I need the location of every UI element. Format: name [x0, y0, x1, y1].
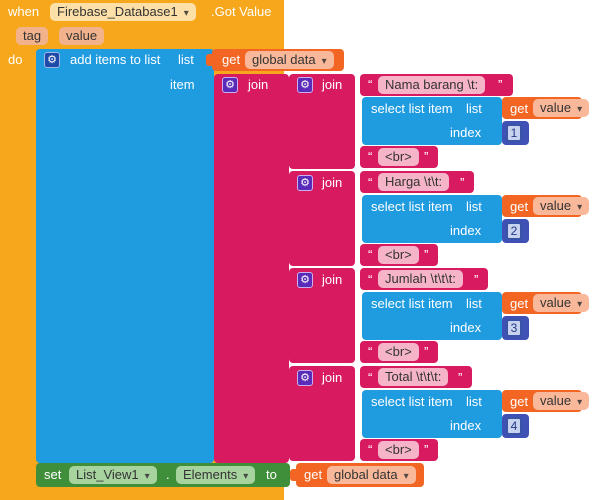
when-label: when: [8, 4, 40, 19]
outer-join-gear-icon[interactable]: ⚙: [222, 77, 238, 93]
select-block-2[interactable]: [362, 195, 502, 243]
select-label-1: select list item: [371, 101, 453, 116]
set-label: set: [44, 467, 62, 482]
br-close-quote-4: ”: [424, 442, 429, 457]
join-gear-icon-2[interactable]: ⚙: [297, 175, 313, 191]
br-open-quote-3: “: [368, 344, 373, 359]
open-quote-1: “: [368, 77, 373, 92]
select-list-label-3: list: [466, 296, 482, 311]
text-field-4[interactable]: Total \t\t\t:: [378, 368, 449, 386]
close-quote-1: ”: [498, 77, 503, 92]
join-gear-icon-4[interactable]: ⚙: [297, 370, 313, 386]
index-value-4[interactable]: 4: [506, 417, 522, 435]
get-label-2: get: [510, 199, 529, 214]
open-quote-2: “: [368, 175, 373, 190]
br-field-1[interactable]: <br>: [378, 148, 419, 166]
get-global-data-bottom-label: get: [304, 467, 323, 482]
br-open-quote-2: “: [368, 247, 373, 262]
global-data-bottom-dropdown[interactable]: global data: [327, 466, 416, 484]
open-quote-3: “: [368, 272, 373, 287]
value-dropdown-4[interactable]: value: [533, 392, 590, 410]
add-items-block[interactable]: [36, 49, 214, 463]
select-block-4[interactable]: [362, 390, 502, 438]
index-value-1[interactable]: 1: [506, 124, 522, 142]
join-label-2: join: [322, 175, 343, 190]
index-label-4: index: [450, 418, 482, 433]
get-global-data-tab: [206, 54, 213, 66]
property-select[interactable]: Elements: [176, 466, 256, 484]
value-dropdown-1[interactable]: value: [533, 99, 590, 117]
component-select[interactable]: List_View1: [69, 466, 157, 484]
get-label-3: get: [510, 296, 529, 311]
get-label-1: get: [510, 101, 529, 116]
event-name-label: .Got Value: [211, 4, 272, 19]
join-label-3: join: [322, 272, 343, 287]
index-value-3[interactable]: 3: [506, 319, 522, 337]
select-label-3: select list item: [371, 296, 453, 311]
select-list-label-4: list: [466, 394, 482, 409]
text-field-2[interactable]: Harga \t\t:: [378, 173, 450, 191]
global-data-dropdown[interactable]: global data: [245, 51, 334, 69]
outer-join-label: join: [248, 77, 269, 92]
close-quote-4: ”: [458, 370, 463, 385]
br-open-quote-1: “: [368, 149, 373, 164]
component-dropdown[interactable]: Firebase_Database1: [50, 3, 196, 21]
close-quote-3: ”: [474, 272, 479, 287]
select-block-1[interactable]: [362, 97, 502, 145]
open-quote-4: “: [368, 370, 373, 385]
join-label-1: join: [322, 77, 343, 92]
get-global-data-bottom-tab: [290, 469, 297, 481]
index-value-2[interactable]: 2: [506, 222, 522, 240]
get-global-data-label: get: [222, 52, 241, 67]
param-tag[interactable]: tag: [16, 27, 49, 45]
text-field-1[interactable]: Nama barang \t:: [378, 76, 486, 94]
join-label-4: join: [322, 370, 343, 385]
get-label-4: get: [510, 394, 529, 409]
index-label-3: index: [450, 320, 482, 335]
index-label-2: index: [450, 223, 482, 238]
mutator-gear-icon[interactable]: ⚙: [44, 52, 60, 68]
close-quote-2: ”: [460, 175, 465, 190]
br-field-3[interactable]: <br>: [378, 343, 419, 361]
br-close-quote-2: ”: [424, 247, 429, 262]
select-list-label-1: list: [466, 101, 482, 116]
br-field-2[interactable]: <br>: [378, 246, 419, 264]
param-value[interactable]: value: [59, 27, 105, 45]
select-label-4: select list item: [371, 394, 453, 409]
br-close-quote-1: ”: [424, 149, 429, 164]
dot-label: .: [166, 467, 170, 482]
br-close-quote-3: ”: [424, 344, 429, 359]
add-items-item-label: item: [170, 77, 195, 92]
select-block-3[interactable]: [362, 292, 502, 340]
br-open-quote-4: “: [368, 442, 373, 457]
value-dropdown-2[interactable]: value: [533, 197, 590, 215]
text-field-3[interactable]: Jumlah \t\t\t:: [378, 270, 463, 288]
select-label-2: select list item: [371, 199, 453, 214]
do-label: do: [8, 52, 23, 67]
join-gear-icon-1[interactable]: ⚙: [297, 77, 313, 93]
outer-join-block[interactable]: [214, 74, 289, 463]
index-label-1: index: [450, 125, 482, 140]
br-field-4[interactable]: <br>: [378, 441, 419, 459]
add-items-label: add items to list: [70, 52, 161, 67]
select-list-label-2: list: [466, 199, 482, 214]
to-label: to: [266, 467, 277, 482]
add-items-list-label: list: [178, 52, 194, 67]
join-gear-icon-3[interactable]: ⚙: [297, 272, 313, 288]
value-dropdown-3[interactable]: value: [533, 294, 590, 312]
